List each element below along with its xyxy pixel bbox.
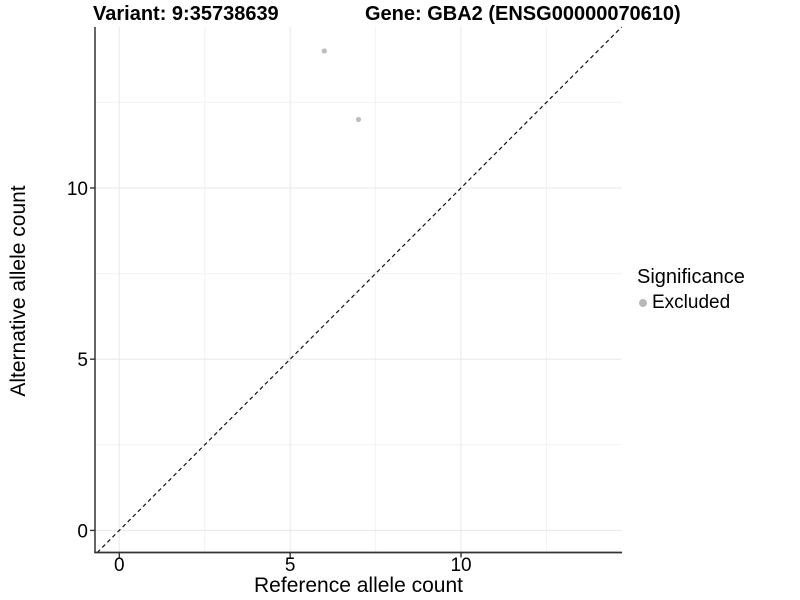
- x-tick-label: 5: [285, 555, 296, 576]
- data-point: [355, 116, 362, 123]
- y-tick-label: 5: [77, 350, 88, 371]
- y-tick-label: 0: [77, 521, 88, 542]
- gene-title: Gene: GBA2 (ENSG00000070610): [365, 3, 681, 25]
- variant-title: Variant: 9:35738639: [93, 3, 279, 25]
- legend: Significance Excluded: [637, 266, 745, 314]
- y-tick-label: 10: [67, 179, 88, 200]
- x-tick-label: 0: [114, 555, 125, 576]
- identity-dashed-line: [96, 26, 623, 553]
- data-point: [321, 48, 327, 54]
- x-tick-label: 10: [450, 555, 471, 576]
- legend-item-label: Excluded: [652, 292, 731, 313]
- x-axis-title: Reference allele count: [254, 574, 463, 597]
- legend-key-dot-icon: [639, 299, 647, 307]
- legend-items: Excluded: [637, 292, 745, 314]
- legend-title: Significance: [637, 266, 745, 288]
- legend-item: Excluded: [637, 292, 745, 314]
- y-axis-title: Alternative allele count: [7, 185, 30, 397]
